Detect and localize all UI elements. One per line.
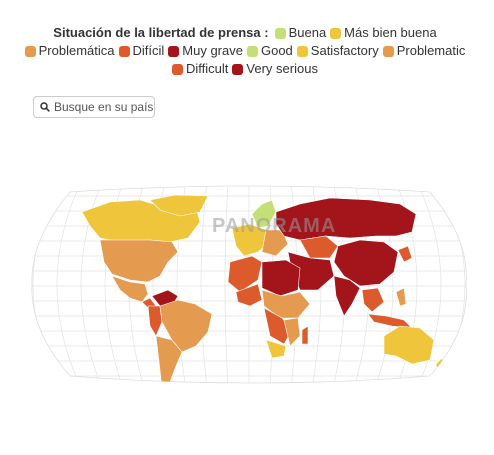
world-map: PANORAMA [31, 185, 467, 390]
country[interactable] [283, 317, 301, 347]
legend-swatch [168, 45, 180, 57]
country[interactable] [261, 289, 311, 319]
legend-item[interactable]: Satisfactory [296, 42, 379, 60]
country[interactable] [299, 235, 339, 259]
legend-swatch [296, 45, 308, 57]
country[interactable] [275, 197, 417, 241]
country[interactable] [301, 325, 309, 345]
graticule-line [224, 186, 229, 383]
graticule-line [80, 186, 103, 383]
legend-item[interactable]: Difficult [172, 60, 228, 78]
country[interactable] [383, 325, 435, 365]
country[interactable] [333, 239, 399, 287]
legend-item[interactable]: Problematic [382, 42, 466, 60]
legend-item[interactable]: Difícil [118, 42, 165, 60]
country[interactable] [261, 229, 289, 257]
country[interactable] [395, 287, 407, 307]
legend-item[interactable]: Problemática [24, 42, 115, 60]
country[interactable] [227, 255, 263, 293]
watermark: PANORAMA [212, 215, 336, 237]
legend-label: Difícil [132, 43, 165, 58]
search-box[interactable]: Busque en su país [33, 96, 155, 118]
legend-swatch [118, 45, 130, 57]
legend-label: Muy grave [182, 43, 243, 58]
legend-swatch [382, 45, 394, 57]
legend-label: Problematic [396, 43, 466, 58]
legend-item[interactable]: Good [246, 42, 293, 60]
country[interactable] [111, 275, 149, 303]
graticule-line [200, 186, 208, 383]
country[interactable] [155, 335, 183, 390]
legend-swatch [246, 45, 258, 57]
legend-swatch [274, 27, 286, 39]
legend-swatch [24, 45, 36, 57]
country[interactable] [159, 299, 213, 353]
legend-item[interactable]: Buena [274, 24, 327, 42]
countries [81, 194, 445, 390]
graticule-line [437, 186, 466, 383]
search-icon [40, 102, 50, 112]
legend-swatch [172, 63, 184, 75]
map-outline [31, 185, 467, 384]
graticule-line [416, 186, 442, 383]
legend-item[interactable]: Más bien buena [330, 24, 437, 42]
legend-label: Satisfactory [310, 43, 379, 58]
legend-title: Situación de la libertad de prensa : [53, 25, 269, 40]
legend-label: Good [260, 43, 293, 58]
legend-swatch [330, 27, 342, 39]
legend: Situación de la libertad de prensa : Bue… [20, 24, 474, 78]
legend-label: Más bien buena [344, 25, 437, 40]
legend-label: Problemática [38, 43, 115, 58]
country[interactable] [99, 239, 179, 283]
country[interactable] [333, 275, 361, 317]
legend-label: Buena [288, 25, 327, 40]
search-placeholder: Busque en su país [54, 100, 154, 114]
legend-label: Very serious [246, 61, 318, 76]
graticule-line [56, 186, 82, 383]
country[interactable] [235, 283, 263, 307]
country[interactable] [149, 194, 209, 217]
legend-item[interactable]: Muy grave [168, 42, 243, 60]
country[interactable] [265, 339, 287, 359]
legend-item[interactable]: Very serious [232, 60, 318, 78]
legend-swatch [232, 63, 244, 75]
country[interactable] [397, 245, 413, 263]
legend-label: Difficult [186, 61, 229, 76]
country[interactable] [361, 287, 385, 313]
graticule-line [32, 186, 61, 383]
country[interactable] [147, 305, 163, 337]
country[interactable] [261, 259, 301, 297]
